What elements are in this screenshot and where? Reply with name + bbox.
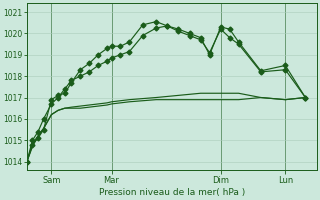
X-axis label: Pression niveau de la mer( hPa ): Pression niveau de la mer( hPa ) bbox=[99, 188, 245, 197]
